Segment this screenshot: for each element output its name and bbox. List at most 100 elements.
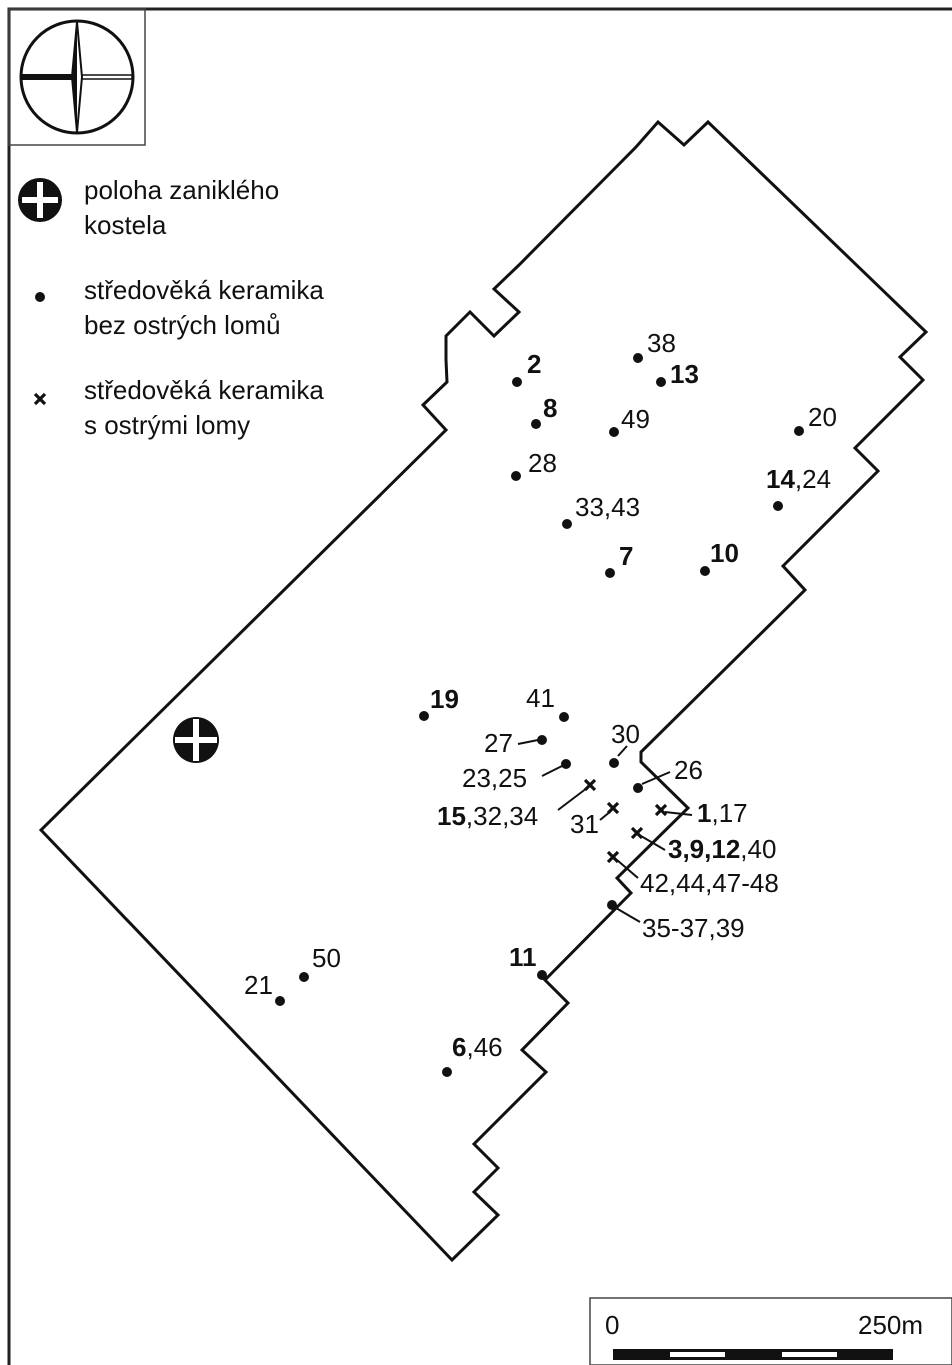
find-dot	[275, 996, 285, 1006]
find-dot	[562, 519, 572, 529]
label-bold: 7	[619, 541, 633, 571]
scale-end: 250m	[858, 1310, 923, 1340]
find-label: 26	[674, 755, 703, 785]
legend-text: bez ostrých lomů	[84, 310, 281, 340]
find-label: 30	[611, 719, 640, 749]
find-dot	[609, 427, 619, 437]
find-label: 27	[484, 728, 513, 758]
find-dot	[633, 783, 643, 793]
find-dot	[633, 353, 643, 363]
label-text: 33,43	[575, 492, 640, 522]
find-dot	[559, 712, 569, 722]
scale-start: 0	[605, 1310, 619, 1340]
label-text: 50	[312, 943, 341, 973]
legend-text: s ostrými lomy	[84, 410, 250, 440]
leader-line	[640, 835, 666, 851]
find-dot	[511, 471, 521, 481]
legend-text: kostela	[84, 210, 167, 240]
label-bold: 14	[766, 464, 795, 494]
find-label: 11	[509, 942, 537, 972]
find-dot	[512, 377, 522, 387]
find-x	[630, 826, 644, 840]
label-text: ,24	[795, 464, 831, 494]
label-text: 42,44,47-48	[640, 868, 779, 898]
find-dot	[537, 970, 547, 980]
find-label: 2	[527, 349, 541, 379]
find-label: 15,32,34	[437, 801, 538, 831]
church-cross	[37, 182, 43, 218]
find-label: 38	[647, 328, 676, 358]
find-label: 10	[710, 538, 739, 568]
label-bold: 1	[697, 798, 711, 828]
find-label: 1,17	[697, 798, 748, 828]
find-dot	[609, 758, 619, 768]
find-label: 6,46	[452, 1032, 503, 1062]
find-label: 41	[526, 683, 555, 713]
church	[173, 717, 219, 763]
find-label: 35-37,39	[642, 913, 745, 943]
leader-line	[557, 787, 588, 811]
find-label: 3,9,12,40	[668, 834, 776, 864]
find-label: 8	[543, 393, 557, 423]
label-bold: 10	[710, 538, 739, 568]
leader-line	[617, 745, 628, 757]
find-dot	[605, 568, 615, 578]
leader-line	[616, 859, 639, 879]
label-bold: 11	[509, 942, 537, 972]
find-label: 14,24	[766, 464, 831, 494]
find-x	[654, 803, 668, 817]
label-text: 28	[528, 448, 557, 478]
leader-line	[541, 765, 563, 777]
find-label: 19	[430, 684, 459, 714]
find-label: 21	[244, 970, 273, 1000]
label-text: 31	[570, 809, 599, 839]
legend-text: poloha zaniklého	[84, 175, 279, 205]
find-label: 50	[312, 943, 341, 973]
x-stroke	[33, 392, 47, 406]
label-bold: 13	[670, 359, 699, 389]
x-stroke	[606, 850, 620, 864]
find-label: 49	[621, 404, 650, 434]
find-dot	[442, 1067, 452, 1077]
find-dot	[531, 419, 541, 429]
find-dot	[561, 759, 571, 769]
label-text: ,46	[466, 1032, 502, 1062]
compass	[19, 19, 135, 135]
label-text: ,17	[711, 798, 747, 828]
label-text: ,40	[740, 834, 776, 864]
label-text: 30	[611, 719, 640, 749]
find-dot	[537, 735, 547, 745]
find-dot	[773, 501, 783, 511]
find-label: 33,43	[575, 492, 640, 522]
find-label: 20	[808, 402, 837, 432]
label-bold: 19	[430, 684, 459, 714]
label-text: ,32,34	[466, 801, 538, 831]
label-text: 41	[526, 683, 555, 713]
find-x	[606, 850, 620, 864]
find-dot	[419, 711, 429, 721]
find-dot	[700, 566, 710, 576]
find-dot	[607, 900, 617, 910]
leader-line	[641, 771, 671, 785]
find-dot	[299, 972, 309, 982]
x-stroke	[654, 803, 668, 817]
x-stroke	[630, 826, 644, 840]
find-dot	[35, 292, 45, 302]
label-bold: 3,9,12	[668, 834, 740, 864]
leader-line	[599, 810, 612, 821]
label-text: 21	[244, 970, 273, 1000]
label-text: 20	[808, 402, 837, 432]
label-text: 35-37,39	[642, 913, 745, 943]
leader-line	[664, 811, 693, 816]
legend-text: středověká keramika	[84, 375, 324, 405]
legend-text: středověká keramika	[84, 275, 324, 305]
label-bold: 6	[452, 1032, 466, 1062]
leader-line	[517, 739, 539, 745]
find-label: 28	[528, 448, 557, 478]
scale-bar	[613, 1349, 893, 1360]
find-dot	[794, 426, 804, 436]
find-label: 13	[670, 359, 699, 389]
compass-box	[8, 8, 146, 146]
find-label: 23,25	[462, 763, 527, 793]
